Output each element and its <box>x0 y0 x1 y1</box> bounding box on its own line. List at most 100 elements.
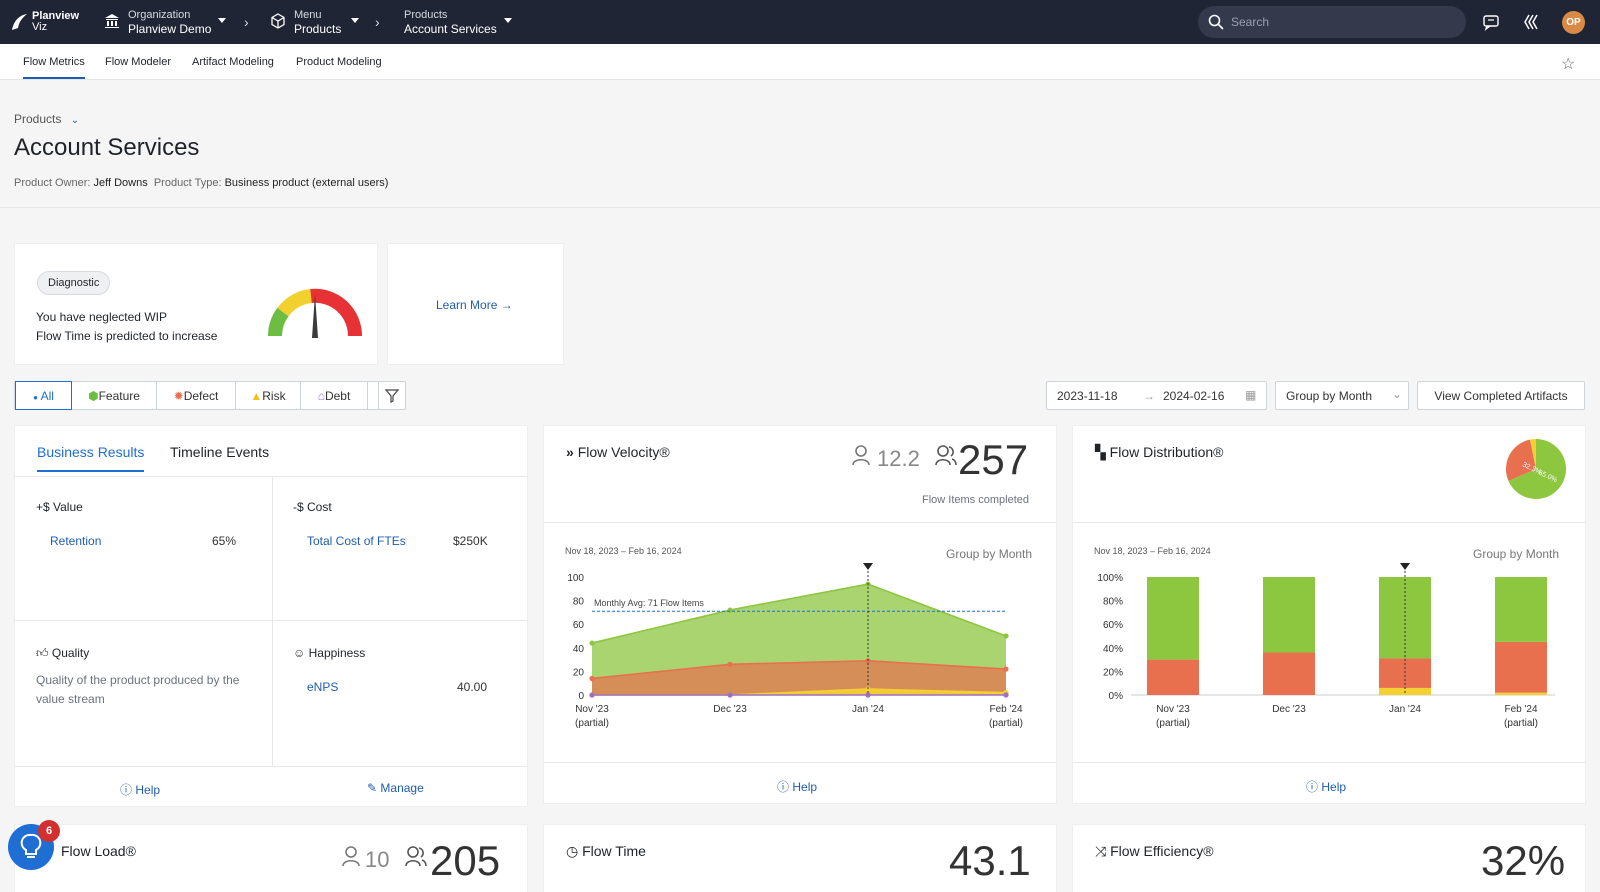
value-heading: +$ Value <box>36 500 83 514</box>
distribution-icon: ▚ <box>1095 444 1106 460</box>
product-meta: Product Owner: Jeff Downs Product Type: … <box>14 177 389 189</box>
flow-load-total: 205 <box>430 837 501 884</box>
flow-velocity-avg: 12.2 <box>877 446 920 471</box>
filter-feature[interactable]: ⬢Feature <box>72 382 157 409</box>
help-link[interactable]: ⓘ Help <box>777 780 818 794</box>
chevron-down-icon[interactable] <box>351 18 359 23</box>
clock-icon: ◷ <box>566 843 579 859</box>
bug-icon: ✹ <box>173 389 184 403</box>
funnel-icon <box>385 389 399 403</box>
flow-load-card: Flow Load® 10 205 <box>14 824 528 892</box>
y-tick-label: 100% <box>1097 573 1123 584</box>
divider <box>544 762 1056 763</box>
y-tick-label: 80 <box>573 597 585 608</box>
gauge-icon <box>268 288 363 338</box>
flow-time-value: 43.1 <box>949 837 1031 884</box>
product-selector[interactable]: Products Account Services <box>404 9 497 36</box>
filter-defect[interactable]: ✹Defect <box>157 382 236 409</box>
pie-slice-feature <box>1508 439 1566 499</box>
bar-segment-defect <box>1147 659 1199 695</box>
diagnostic-pill: Diagnostic <box>37 271 111 295</box>
group-by-select[interactable]: Group by Month ⌄ <box>1275 381 1409 410</box>
person-icon <box>852 445 870 466</box>
flow-load-avg: 10 <box>365 847 390 872</box>
breadcrumb[interactable]: Products ⌄ <box>14 112 80 126</box>
tab-business-results[interactable]: Business Results <box>37 444 145 472</box>
view-completed-artifacts-button[interactable]: View Completed Artifacts <box>1417 381 1585 410</box>
bar-segment-risk <box>1495 692 1547 695</box>
help-link[interactable]: ⓘ Help <box>120 783 161 797</box>
date-range-picker[interactable]: 2023-11-18 → 2024-02-16 ▦ <box>1046 381 1267 410</box>
bar-segment-defect <box>1495 641 1547 693</box>
arrow-right-icon: → <box>500 298 513 312</box>
bar-segment-feature <box>1379 577 1431 659</box>
help-circle-icon: ⓘ <box>120 783 133 797</box>
chat-icon[interactable] <box>1482 13 1500 31</box>
shuffle-icon: ⤨ <box>1095 843 1107 859</box>
app-logo[interactable]: Planview Viz <box>10 7 90 37</box>
chevron-down-icon: ⌄ <box>70 115 80 126</box>
distribution-pie: 32.3% 65.0% <box>1505 439 1566 499</box>
planview-logo-icon <box>12 14 27 30</box>
org-selector[interactable]: Organization Planview Demo <box>128 9 212 36</box>
filter-debt[interactable]: ⌂Debt <box>301 382 368 409</box>
filter-all[interactable]: ● All <box>15 381 72 410</box>
date-start[interactable]: 2023-11-18 <box>1057 389 1118 403</box>
chevron-down-icon[interactable] <box>218 18 226 23</box>
arrow-right-icon: → <box>1143 389 1155 403</box>
x-tick-label: Feb '24 <box>1504 704 1537 715</box>
favorite-star-icon[interactable]: ☆ <box>1561 56 1576 73</box>
tab-timeline-events[interactable]: Timeline Events <box>170 444 270 460</box>
flow-distribution-group-by: Group by Month <box>1473 547 1560 561</box>
total-cost-value: $250K <box>453 534 488 548</box>
tab-flow-modeler[interactable]: Flow Modeler <box>105 56 172 68</box>
point-defect <box>727 661 733 667</box>
retention-link[interactable]: Retention <box>50 534 102 548</box>
tab-artifact-modeling[interactable]: Artifact Modeling <box>192 56 274 68</box>
page-title: Account Services <box>14 134 200 161</box>
manage-link[interactable]: ✎ Manage <box>367 781 424 795</box>
user-avatar[interactable]: OP <box>1562 11 1585 34</box>
flow-efficiency-title: ⤨ Flow Efficiency® <box>1095 843 1214 859</box>
team-icon <box>935 445 957 466</box>
top-bar: Planview Viz Organization Planview Demo › … <box>0 0 1600 44</box>
flow-efficiency-card: ⤨ Flow Efficiency® 32% <box>1072 824 1586 892</box>
filter-button[interactable] <box>378 381 406 410</box>
lightbulb-icon <box>20 833 42 858</box>
quality-heading: 👍︎ Quality <box>36 646 90 660</box>
point-feature <box>1003 633 1009 639</box>
flow-distribution-card: ▚ Flow Distribution® 32.3% 65.0% Nov 18,… <box>1072 425 1586 804</box>
total-cost-link[interactable]: Total Cost of FTEs <box>307 534 406 548</box>
happiness-heading: ☺ Happiness <box>293 646 366 660</box>
learn-more-link[interactable]: Learn More → <box>436 298 513 312</box>
flow-velocity-caption: Flow Items completed <box>922 494 1029 506</box>
search-input[interactable]: Search <box>1198 6 1466 38</box>
tab-flow-metrics[interactable]: Flow Metrics <box>23 56 85 79</box>
flow-distribution-date-range: Nov 18, 2023 – Feb 16, 2024 <box>1094 546 1211 556</box>
filter-risk[interactable]: ▲Risk <box>236 382 301 409</box>
help-circle-icon: ⓘ <box>777 780 790 794</box>
row-divider <box>15 620 527 621</box>
menu-selector[interactable]: Menu Products <box>294 9 342 36</box>
debt-icon: ⌂ <box>317 389 325 403</box>
line-feature <box>591 583 1007 644</box>
bar-segment-defect <box>1263 652 1315 695</box>
column-divider <box>272 477 273 767</box>
pie-slice-risk <box>1530 439 1536 469</box>
team-icon <box>405 846 427 867</box>
enps-link[interactable]: eNPS <box>307 680 339 694</box>
help-link[interactable]: ⓘ Help <box>1306 780 1347 794</box>
velocity-icon: » <box>566 444 574 460</box>
x-tick-label: Dec '23 <box>713 704 747 715</box>
x-tick-label: Jan '24 <box>1389 704 1421 715</box>
x-tick-label: (partial) <box>575 718 609 729</box>
feature-icon: ⬢ <box>88 389 99 403</box>
product-owner: Jeff Downs <box>93 177 148 189</box>
y-tick-label: 60 <box>573 620 585 631</box>
apps-switcher-icon[interactable] <box>1523 13 1541 31</box>
point-defect <box>1003 666 1009 672</box>
tab-product-modeling[interactable]: Product Modeling <box>296 56 382 68</box>
learn-more-card: Learn More → <box>387 243 564 365</box>
chevron-down-icon[interactable] <box>504 18 512 23</box>
date-end[interactable]: 2024-02-16 <box>1163 389 1225 403</box>
